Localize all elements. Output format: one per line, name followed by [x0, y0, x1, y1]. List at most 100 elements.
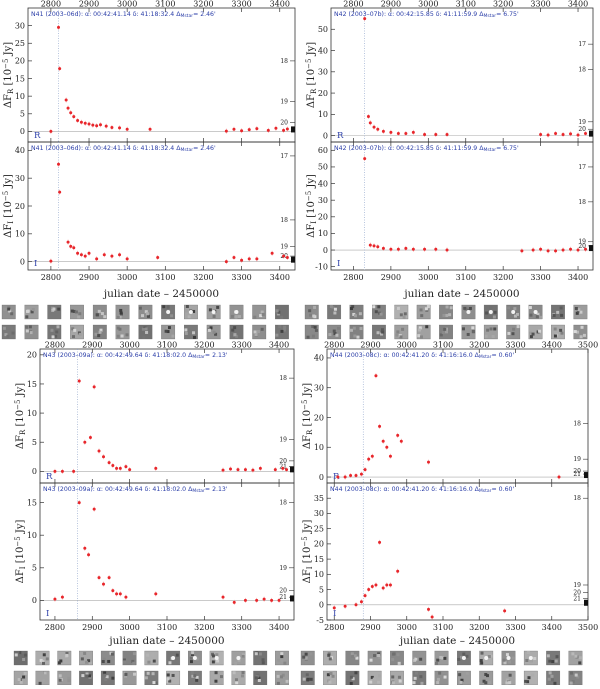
ylab-unit2: Jy] [15, 383, 26, 400]
y-tick-label: 15 [314, 555, 324, 564]
info-sub: Mstar [192, 488, 205, 494]
stamp-noise [377, 652, 381, 656]
data-point [277, 598, 281, 602]
stamp-noise [52, 307, 56, 311]
stamp-noise [116, 315, 120, 319]
panel-frame [326, 482, 589, 621]
stamp-noise [166, 673, 170, 677]
stamp-noise [105, 675, 109, 679]
stamp-noise [525, 658, 529, 662]
ylab-main: ΔF [302, 435, 313, 449]
stamp-noise [308, 309, 312, 313]
data-point [282, 128, 286, 132]
panel-N43-R: 0 5 10 15 20 2800 2900 3000 3100 3200 3300 3400 18 19… [14, 341, 295, 484]
stamp-noise [471, 326, 475, 330]
stamp-noise [152, 681, 156, 685]
stamp-noise [468, 306, 472, 310]
data-point [97, 449, 101, 453]
stamp-noise [216, 305, 220, 309]
stamp-noise [401, 327, 405, 331]
stamp-noise [485, 311, 489, 315]
stamp-noise [378, 655, 382, 659]
stamp-noise [526, 651, 530, 655]
data-point [76, 118, 80, 122]
data-point [396, 569, 400, 573]
image-stamps-N41 [1, 304, 289, 340]
stamp-noise [489, 305, 493, 309]
stamp-noise [309, 677, 313, 681]
y-axis-label: ΔFI [10−5 Jy] [305, 174, 318, 238]
stamp-noise [417, 328, 421, 332]
info-sep: = 6.75' [496, 11, 519, 18]
y-tick-label: 30 [314, 384, 324, 393]
stamp-noise [351, 677, 355, 681]
stamp-noise [484, 334, 488, 338]
ylab-exp: −5 [305, 59, 313, 69]
ylab-unit: [10 [3, 69, 14, 89]
data-point [404, 246, 408, 250]
x-axis-label: julian date – 2450000 [107, 635, 224, 647]
stamp-noise [254, 333, 258, 337]
data-point [368, 121, 372, 125]
stamp-noise [275, 333, 279, 337]
y-tick-label: 40 [314, 354, 324, 363]
data-point [69, 244, 73, 248]
mag-scale-dense [291, 126, 295, 133]
stamp-noise [195, 657, 199, 661]
stamp-noise [439, 333, 443, 337]
data-point [546, 249, 550, 253]
data-point [247, 128, 251, 132]
stamp-source [214, 656, 219, 660]
stamp-noise [6, 334, 10, 338]
stamp-noise [560, 331, 564, 335]
stamp-noise [103, 315, 107, 319]
data-point [343, 475, 347, 479]
data-point [88, 436, 92, 440]
data-point [374, 374, 378, 378]
stamp-noise [575, 311, 579, 315]
mag-tick-label: 20 [578, 126, 586, 133]
ylab-unit: [10 [306, 201, 317, 221]
stamp-noise [576, 330, 580, 334]
stamp-source [528, 656, 533, 660]
stamp-noise [51, 335, 55, 339]
x-tick-label-top: 2800 [324, 341, 344, 350]
stamp-noise [83, 651, 87, 655]
stamp-noise [488, 680, 492, 684]
x-tick-label: 2800 [324, 623, 344, 632]
stamp-noise [377, 680, 381, 684]
stamp-noise [111, 676, 115, 680]
ylab-sub: I [19, 566, 27, 569]
stamp-noise [304, 656, 308, 660]
data-point [76, 251, 80, 255]
stamp-noise [145, 330, 149, 334]
stamp-noise [54, 334, 58, 338]
stamp-noise [97, 309, 101, 313]
stamp-noise [283, 661, 287, 665]
x-tick-label: 3300 [231, 273, 251, 282]
panel-info-N41: N41 (2003–06d): α: 00:42:41.14 δ: 41:18:… [31, 145, 216, 153]
ylab-sub: I [306, 566, 314, 569]
stamp-noise [145, 312, 149, 316]
stamp-noise [28, 325, 32, 329]
stamp-noise [168, 679, 172, 683]
stamp-noise [235, 334, 239, 338]
stamp-noise [552, 313, 556, 317]
stamp-noise [4, 333, 8, 337]
stamp-noise [39, 658, 43, 662]
stamp-noise [280, 315, 284, 319]
stamp-noise [571, 652, 575, 656]
y-tick-label: 10 [314, 570, 324, 579]
stamp-noise [171, 673, 175, 677]
data-point [423, 133, 427, 137]
data-point [77, 501, 81, 505]
stamp-noise [508, 681, 512, 685]
stamp-noise [187, 335, 191, 339]
stamp-noise [212, 314, 216, 318]
y-tick-label: 20 [27, 351, 37, 360]
stamp-noise [151, 653, 155, 657]
stamp-noise [124, 674, 128, 678]
stamp-noise [372, 305, 376, 309]
stamp-noise [443, 656, 447, 660]
stamp-noise [328, 680, 332, 684]
